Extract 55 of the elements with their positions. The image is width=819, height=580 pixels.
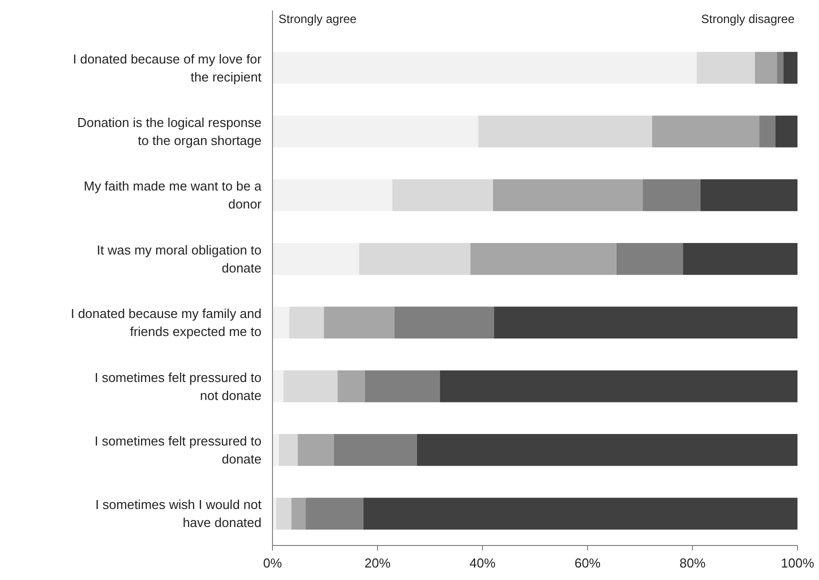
annotation: Strongly agree — [278, 12, 357, 26]
y-tick-label: I donated because my family and friends expected me to — [70, 306, 262, 340]
x-tick-label: 20% — [364, 556, 391, 570]
bar — [284, 370, 338, 402]
bar — [683, 242, 798, 275]
bar — [478, 116, 652, 148]
bar — [392, 179, 493, 212]
annotation: Strongly disagree — [701, 12, 795, 26]
bar — [272, 179, 392, 212]
bar — [272, 242, 360, 275]
y-tick-label: I sometimes felt pressured to not donate — [94, 370, 262, 403]
bar — [494, 306, 798, 339]
y-tick-label: It was my moral obligation to donate — [96, 242, 262, 276]
bar — [754, 52, 778, 84]
y-tick-label: My faith made me want to be a donor — [84, 178, 262, 212]
bar — [470, 242, 616, 275]
bar — [291, 498, 306, 530]
y-tick-label: Donation is the logical response to the organ shortage — [77, 115, 262, 148]
bar — [652, 116, 760, 148]
bar — [276, 498, 292, 530]
bar — [272, 116, 478, 148]
bar — [394, 306, 494, 339]
x-tick-label: 40% — [469, 556, 496, 570]
bar — [272, 306, 290, 339]
bar — [298, 434, 334, 466]
bar — [775, 116, 798, 148]
bar — [334, 434, 417, 466]
bar — [700, 179, 798, 212]
x-tick-label: 80% — [679, 556, 706, 570]
bar — [416, 434, 798, 466]
bar — [272, 370, 284, 402]
bar — [359, 242, 470, 275]
bar — [777, 52, 784, 84]
bar — [696, 52, 755, 84]
x-tick-label: 0% — [263, 556, 282, 570]
x-tick-label: 100% — [780, 556, 815, 570]
bar — [278, 434, 298, 466]
bar — [272, 52, 697, 84]
bar — [642, 179, 700, 212]
bar — [363, 498, 798, 530]
x-tick-label: 60% — [574, 556, 601, 570]
bar — [783, 52, 798, 84]
bar — [338, 370, 365, 402]
y-tick-label: I donated because of my love for the recipient — [72, 51, 262, 84]
bar — [324, 306, 394, 339]
y-tick-label: I sometimes felt pressured to donate — [94, 433, 262, 466]
bar — [272, 434, 279, 466]
bar — [289, 306, 324, 339]
bar — [364, 370, 440, 402]
bar — [616, 242, 684, 275]
bar — [759, 116, 776, 148]
y-tick-label: I sometimes wish I would not have donated — [95, 497, 262, 530]
bar — [493, 179, 643, 212]
bar — [306, 498, 364, 530]
bar — [440, 370, 798, 402]
